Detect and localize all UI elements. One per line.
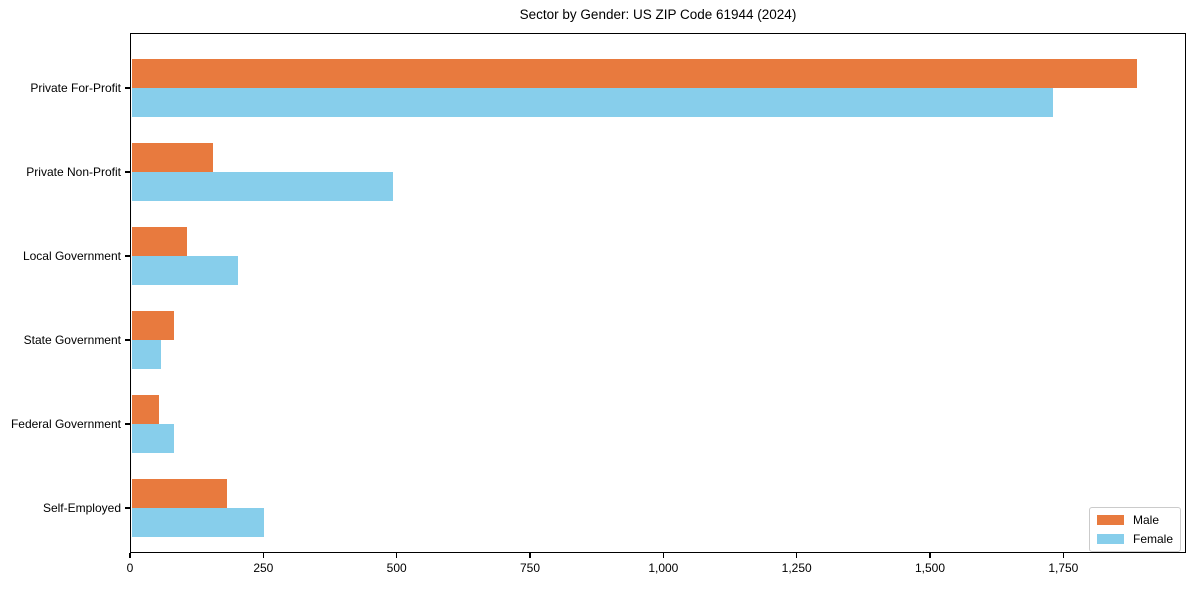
y-tick-local-government [125, 255, 130, 257]
bar-male-self-employed [131, 479, 227, 508]
legend-swatch-male [1097, 515, 1124, 525]
y-tick-private-non-profit [125, 171, 130, 173]
y-label-local-government: Local Government [22, 249, 121, 263]
y-label-state-government: State Government [23, 333, 121, 347]
bar-female-local-government [131, 256, 239, 285]
y-label-private-for-profit: Private For-Profit [30, 81, 121, 95]
bar-male-local-government [131, 227, 188, 256]
bar-male-state-government [131, 311, 175, 340]
x-tick-label-1500: 1,500 [914, 561, 946, 575]
y-label-private-non-profit: Private Non-Profit [26, 165, 121, 179]
y-label-self-employed: Self-Employed [42, 501, 121, 515]
x-tick-label-250: 250 [253, 561, 274, 575]
x-tick-1750 [1062, 553, 1065, 558]
bar-female-private-for-profit [131, 88, 1053, 117]
x-tick-label-1250: 1,250 [781, 561, 812, 575]
x-tick-1500 [929, 553, 931, 558]
x-tick-1250 [795, 553, 798, 558]
x-tick-500 [395, 553, 398, 558]
chart-title: Sector by Gender: US ZIP Code 61944 (202… [519, 7, 797, 22]
x-tick-0 [129, 553, 131, 558]
y-tick-self-employed [125, 507, 130, 509]
y-tick-state-government [125, 339, 130, 341]
bar-female-private-non-profit [131, 172, 393, 201]
x-tick-label-0: 0 [126, 561, 134, 575]
legend: Male Female [1089, 507, 1181, 552]
x-tick-label-500: 500 [386, 561, 407, 575]
legend-item-male: Male [1097, 513, 1180, 527]
x-tick-250 [262, 553, 265, 558]
bar-female-state-government [131, 340, 161, 369]
bar-female-self-employed [131, 508, 264, 537]
plot-area [130, 33, 1186, 553]
bar-male-private-for-profit [131, 59, 1137, 88]
legend-label-female: Female [1133, 532, 1174, 546]
x-tick-label-1750: 1,750 [1048, 561, 1079, 575]
y-tick-federal-government [125, 423, 130, 425]
legend-label-male: Male [1133, 513, 1160, 527]
bar-male-federal-government [131, 395, 160, 424]
y-tick-private-for-profit [125, 87, 130, 89]
bar-male-private-non-profit [131, 143, 214, 172]
x-tick-750 [529, 553, 531, 558]
x-tick-label-1000: 1,000 [648, 561, 679, 575]
x-tick-1000 [662, 553, 665, 558]
y-label-federal-government: Federal Government [10, 417, 121, 431]
x-tick-label-750: 750 [519, 561, 541, 575]
bar-female-federal-government [131, 424, 175, 453]
legend-swatch-female [1097, 534, 1124, 544]
legend-item-female: Female [1097, 532, 1180, 546]
